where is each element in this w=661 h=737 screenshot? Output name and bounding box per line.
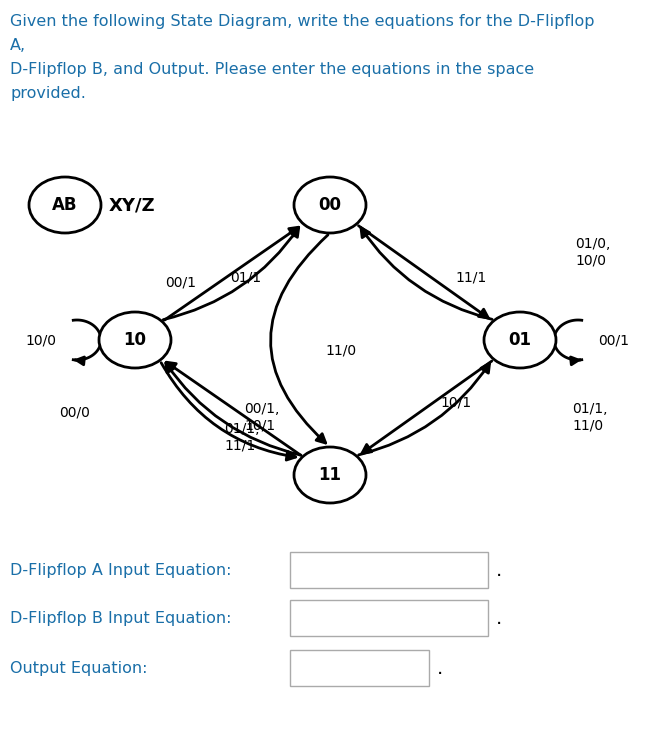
Text: 00: 00 [319, 196, 342, 214]
Text: A,: A, [10, 38, 26, 53]
FancyBboxPatch shape [290, 552, 488, 588]
Text: 00/1,
10/1: 00/1, 10/1 [245, 402, 280, 433]
Ellipse shape [29, 177, 101, 233]
Text: .: . [496, 561, 502, 579]
Text: 10/1: 10/1 [440, 396, 471, 410]
Text: 01/0,
10/0: 01/0, 10/0 [575, 237, 610, 268]
Ellipse shape [99, 312, 171, 368]
Text: D-Flipflop A Input Equation:: D-Flipflop A Input Equation: [10, 562, 231, 578]
Text: 11/1: 11/1 [455, 270, 486, 284]
Text: .: . [496, 609, 502, 627]
FancyBboxPatch shape [290, 650, 429, 686]
Ellipse shape [294, 447, 366, 503]
Text: D-Flipflop B, and Output. Please enter the equations in the space: D-Flipflop B, and Output. Please enter t… [10, 62, 534, 77]
Text: 01: 01 [508, 331, 531, 349]
Ellipse shape [484, 312, 556, 368]
Text: XY/Z: XY/Z [109, 196, 155, 214]
Text: 00/1: 00/1 [598, 333, 629, 347]
Text: .: . [437, 658, 443, 677]
Text: 01/1,
11/0: 01/1, 11/0 [572, 402, 607, 433]
Text: AB: AB [52, 196, 78, 214]
Text: 01/1: 01/1 [231, 270, 262, 284]
FancyBboxPatch shape [290, 600, 488, 636]
Text: D-Flipflop B Input Equation:: D-Flipflop B Input Equation: [10, 610, 231, 626]
Text: 11: 11 [319, 466, 342, 484]
Text: 01/1,
11/1: 01/1, 11/1 [225, 422, 260, 453]
Text: 00/0: 00/0 [59, 405, 91, 419]
Text: Output Equation:: Output Equation: [10, 660, 147, 676]
Text: 00/1: 00/1 [165, 276, 196, 290]
Text: 10/0: 10/0 [26, 333, 56, 347]
Text: 10: 10 [124, 331, 147, 349]
Text: provided.: provided. [10, 86, 86, 101]
Text: Given the following State Diagram, write the equations for the D-Flipflop: Given the following State Diagram, write… [10, 14, 594, 29]
Text: 11/0: 11/0 [325, 343, 356, 357]
Ellipse shape [294, 177, 366, 233]
